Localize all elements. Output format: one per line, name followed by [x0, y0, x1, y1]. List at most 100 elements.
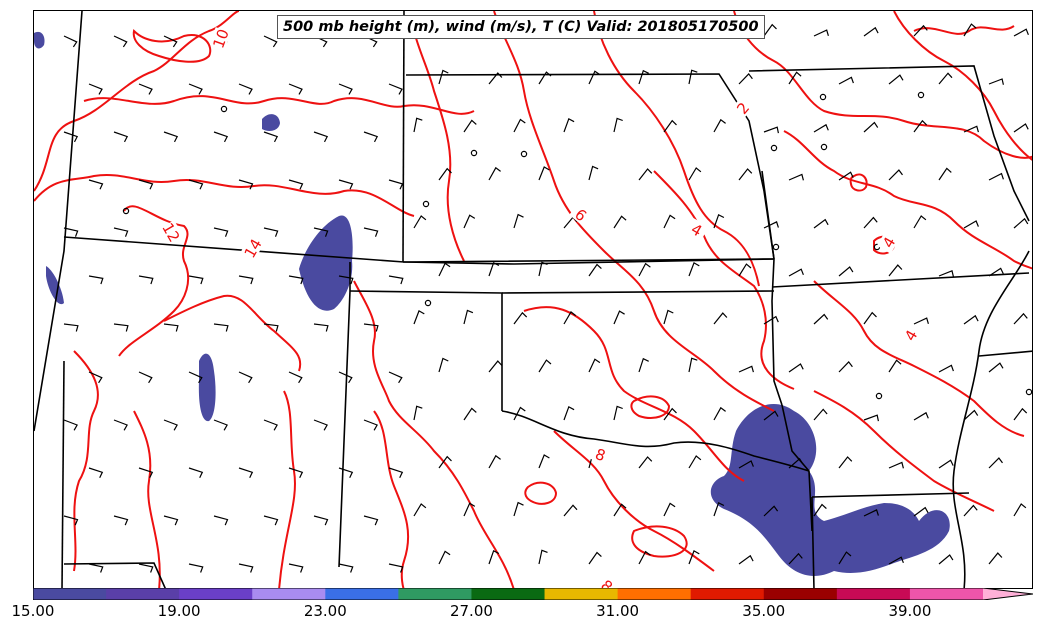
colorbar-segment [690, 588, 765, 600]
wind-barb [138, 467, 154, 478]
colorbar-tick-label: 15.00 [11, 602, 55, 620]
contour-label-10-north: 10 [209, 27, 232, 51]
wind-barb [638, 168, 653, 181]
contour-line-18 [783, 130, 1032, 270]
wind-barb [538, 166, 550, 181]
wind-barb [938, 459, 954, 469]
wind-barb [838, 360, 853, 373]
wind-barb [963, 125, 979, 133]
wind-barb [438, 550, 451, 565]
wind-barb [813, 29, 829, 37]
map-panel: 10 12 14 6 4 4 4 8 8 2 [33, 10, 1033, 589]
wind-barb [588, 165, 599, 181]
wind-barb [188, 275, 204, 285]
wind-barb [913, 317, 929, 325]
wind-barb [813, 408, 828, 421]
wind-barb [438, 262, 451, 277]
wind-barb [488, 454, 501, 469]
wind-barb [213, 515, 229, 526]
colorbar-segment [179, 588, 253, 600]
wind-barb [613, 215, 627, 229]
wind-barb [763, 505, 779, 517]
precip-blob-wy-small [34, 31, 45, 49]
contour-label-bg [685, 217, 709, 241]
wind-barb [438, 455, 452, 469]
wind-barb [938, 72, 953, 85]
wind-barb [163, 515, 179, 526]
wind-barb [813, 218, 829, 229]
contour-label-bg [595, 573, 620, 588]
wind-barb [613, 503, 627, 517]
wind-barb [388, 371, 403, 384]
wind-barb [238, 179, 254, 190]
wind-barb [1013, 28, 1029, 37]
wind-barb [963, 314, 979, 325]
wind-barb [88, 275, 104, 285]
wind-barb [588, 358, 601, 373]
wind-barb [138, 83, 153, 95]
wind-barb [913, 215, 927, 229]
wind-barb [838, 551, 852, 565]
wind-barb [613, 405, 623, 421]
wind-barb [463, 309, 474, 325]
contour-label-bg [240, 236, 264, 260]
wind-barb [88, 467, 104, 478]
wind-barb [213, 419, 228, 431]
wind-barb [713, 312, 728, 325]
wind-barb [738, 365, 754, 373]
border-tx-bottom [63, 562, 166, 588]
calm-station-6 [424, 299, 432, 307]
colorbar-tick-label: 27.00 [449, 602, 493, 620]
wind-barb [588, 263, 602, 277]
wind-barb [763, 126, 779, 134]
wind-barb [113, 131, 129, 143]
wind-barb [313, 419, 328, 431]
contour-label-12: 12 [158, 220, 183, 246]
wind-barb [913, 411, 929, 421]
border-ok-ar [781, 404, 813, 532]
wind-barb [513, 311, 528, 325]
colorbar-tick-label: 39.00 [888, 602, 932, 620]
wind-barb [963, 220, 979, 229]
colorbar [33, 588, 1033, 600]
wind-barb [413, 503, 427, 517]
wind-barb [688, 69, 698, 85]
contour-label-bg [569, 202, 594, 227]
wind-barb [738, 263, 752, 277]
contour-line-5 [163, 294, 302, 372]
wind-barb [263, 35, 278, 48]
wind-barb [838, 266, 854, 277]
wind-barb [763, 315, 779, 325]
wind-barb [1013, 407, 1028, 421]
wind-barb [638, 262, 651, 277]
wind-barb [138, 179, 154, 190]
border-mo-ar [771, 272, 1030, 288]
wind-barb [863, 26, 879, 37]
border-tx-la [811, 496, 815, 588]
wind-barb [888, 74, 904, 85]
wind-barb [813, 313, 829, 325]
precip-blob-nm [198, 353, 216, 422]
wind-barb [688, 262, 700, 277]
colorbar-segment [33, 588, 107, 600]
wind-barb [338, 371, 353, 384]
contour-line-10 [353, 280, 515, 588]
wind-barb [988, 172, 1004, 181]
wind-barb [663, 502, 676, 517]
wind-barb [413, 405, 423, 421]
border-az-nm [61, 360, 65, 588]
contour-label-bg [160, 220, 184, 244]
wind-barb [188, 371, 203, 384]
wind-barb [988, 267, 1004, 277]
contour-label-bg [589, 443, 612, 465]
wind-barb [188, 83, 203, 95]
wind-barb [263, 419, 278, 431]
contour-label-bg [730, 95, 755, 120]
colorbar-segment [106, 588, 180, 600]
wind-barb [288, 563, 304, 573]
wind-barb [1013, 123, 1029, 133]
wind-barb [988, 78, 1004, 85]
wind-barb [388, 275, 404, 285]
wind-barb [838, 76, 854, 85]
precip-blob-west [46, 266, 64, 305]
